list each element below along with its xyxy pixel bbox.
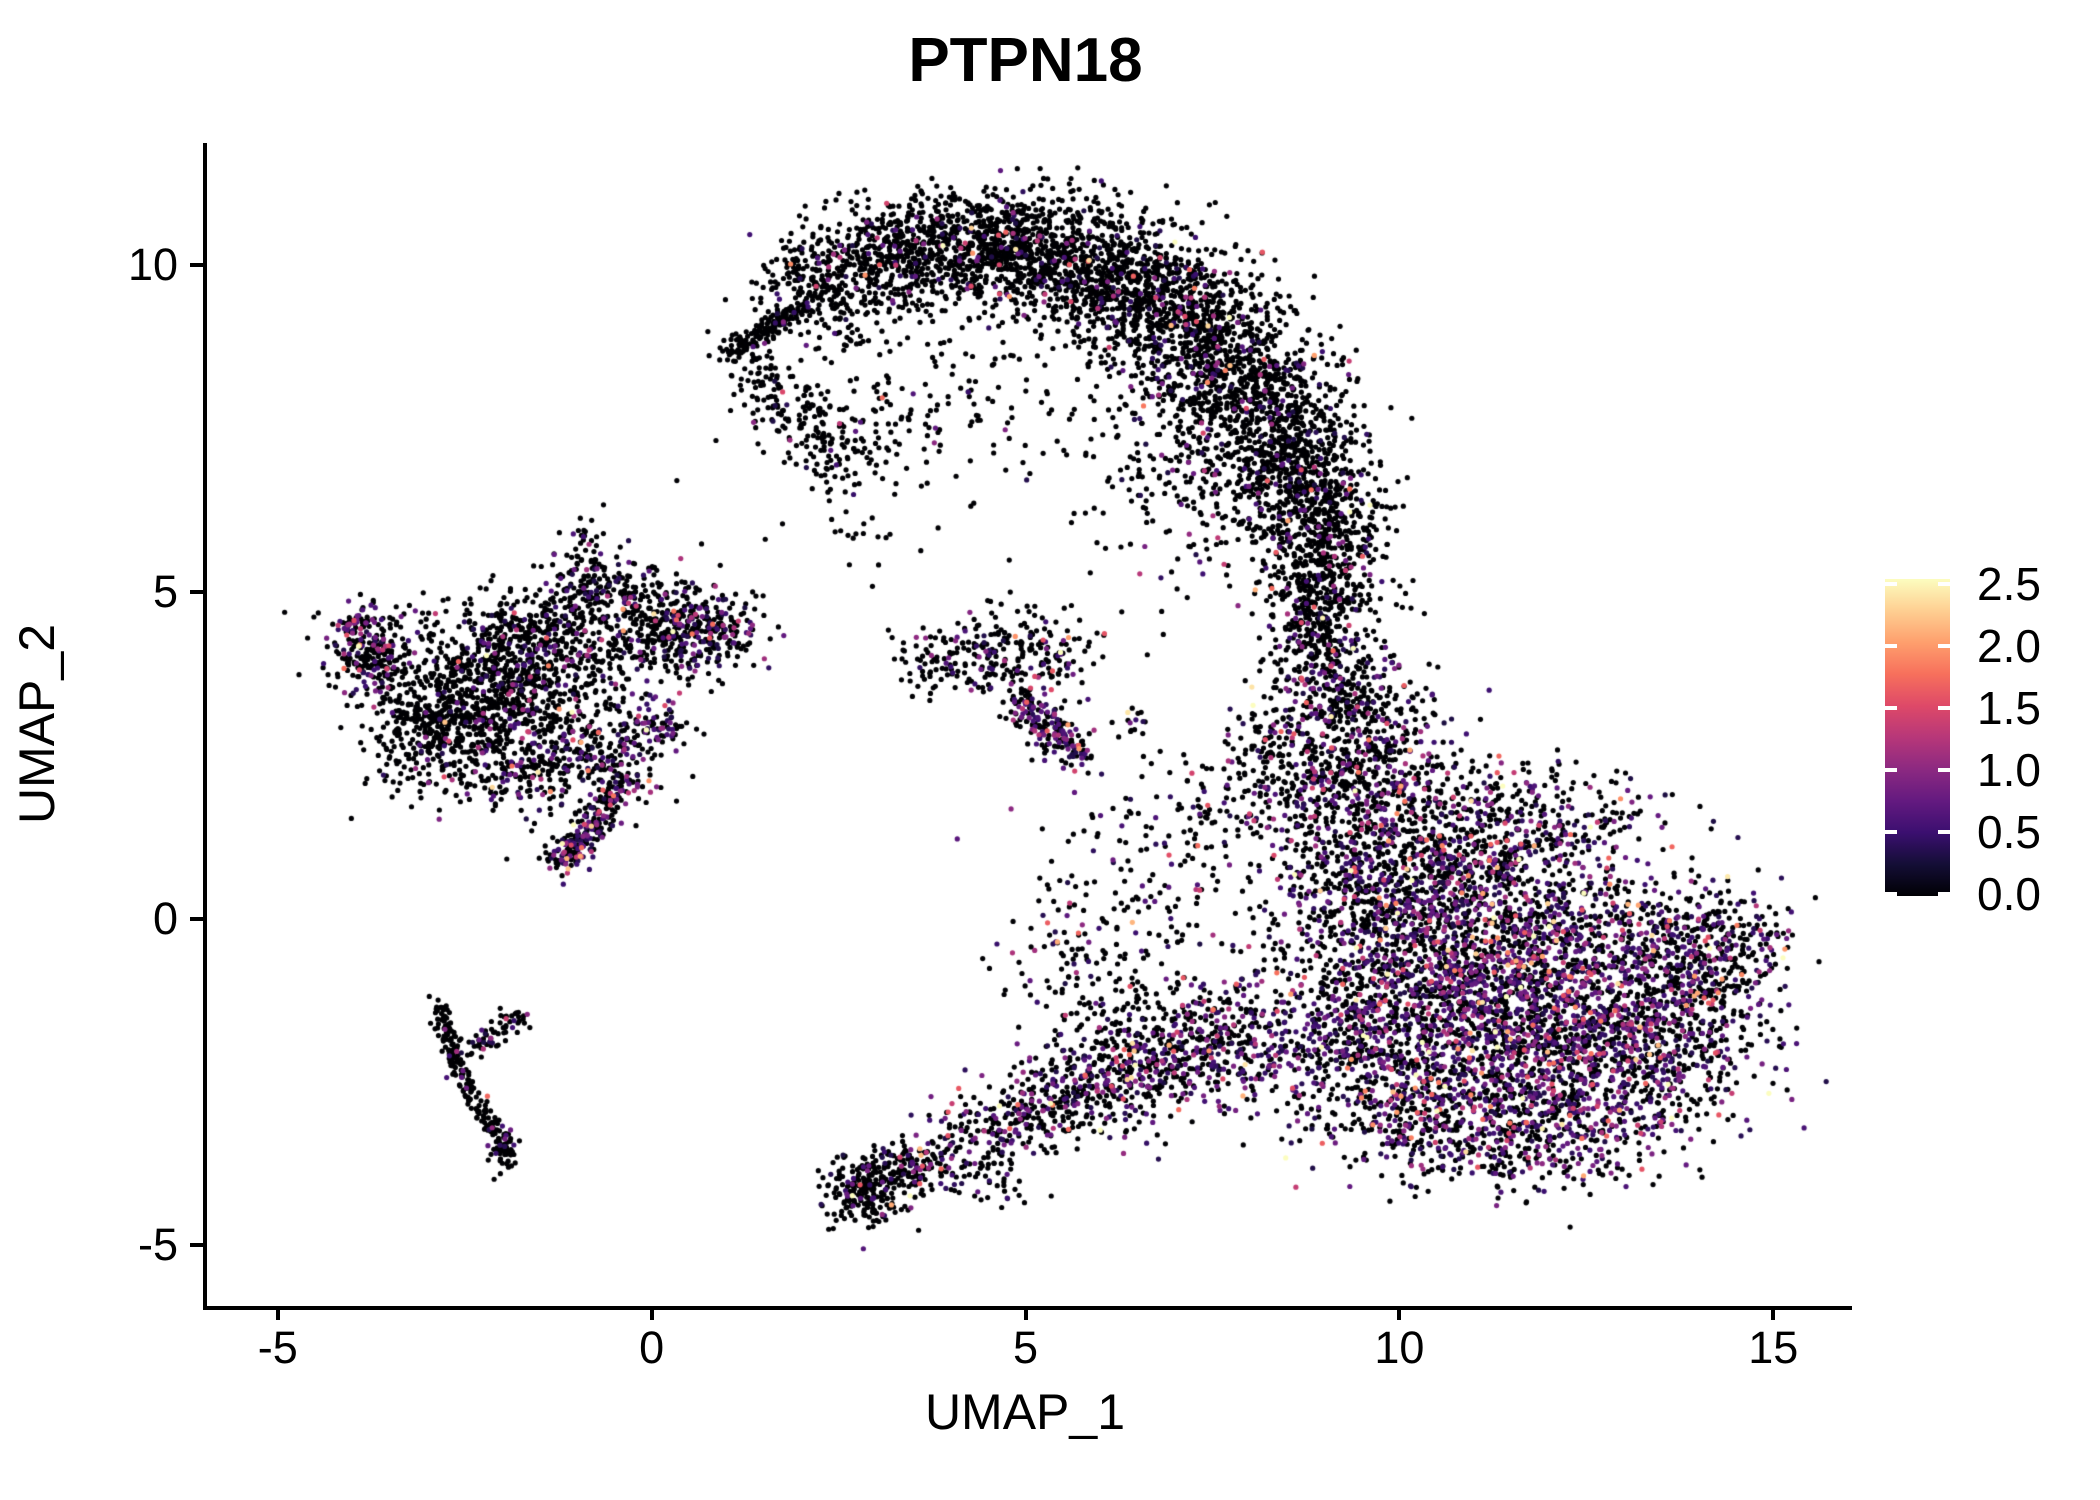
- x-tick-mark: [1023, 1307, 1028, 1320]
- x-tick-label: -5: [257, 1322, 298, 1373]
- legend-tick-mark: [1885, 892, 1897, 896]
- y-tick-label: 10: [127, 239, 178, 291]
- x-tick-mark: [275, 1307, 280, 1320]
- legend-tick-mark: [1938, 582, 1950, 587]
- x-tick-mark: [1397, 1307, 1402, 1320]
- y-tick-mark: [190, 1243, 203, 1248]
- x-tick-label: 0: [639, 1322, 665, 1373]
- y-tick-mark: [190, 263, 203, 268]
- x-axis-title: UMAP_1: [924, 1384, 1126, 1440]
- legend-tick-label: 0.5: [1977, 806, 2041, 859]
- legend-tick-label: 2.0: [1977, 620, 2041, 673]
- x-tick-label: 5: [1012, 1322, 1039, 1373]
- y-tick-mark: [190, 589, 203, 594]
- y-tick-mark: [190, 916, 203, 921]
- legend-tick-label: 1.5: [1977, 682, 2041, 735]
- y-tick-label: 5: [152, 565, 178, 617]
- x-tick-mark: [649, 1307, 654, 1320]
- x-tick-mark: [1771, 1307, 1776, 1320]
- y-tick-label: -5: [137, 1219, 178, 1271]
- legend-tick-label: 2.5: [1977, 558, 2041, 611]
- legend-tick-mark: [1938, 644, 1950, 649]
- x-tick-label: 10: [1374, 1322, 1425, 1373]
- chart-title: PTPN18: [908, 26, 1143, 95]
- legend-tick-label: 1.0: [1977, 744, 2041, 797]
- legend-tick-mark: [1938, 830, 1950, 835]
- legend-tick-mark: [1938, 768, 1950, 773]
- legend-tick-mark: [1938, 706, 1950, 711]
- legend-tick-mark: [1885, 830, 1897, 835]
- legend-tick-mark: [1885, 768, 1897, 773]
- legend-colorbar: [1885, 579, 1950, 896]
- legend-tick-mark: [1938, 892, 1950, 896]
- legend-tick-mark: [1885, 706, 1897, 711]
- x-tick-label: 15: [1748, 1322, 1799, 1373]
- legend-tick-mark: [1885, 582, 1897, 587]
- legend-tick-label: 0.0: [1977, 868, 2041, 920]
- legend-tick-mark: [1885, 644, 1897, 649]
- y-tick-label: 0: [152, 892, 178, 944]
